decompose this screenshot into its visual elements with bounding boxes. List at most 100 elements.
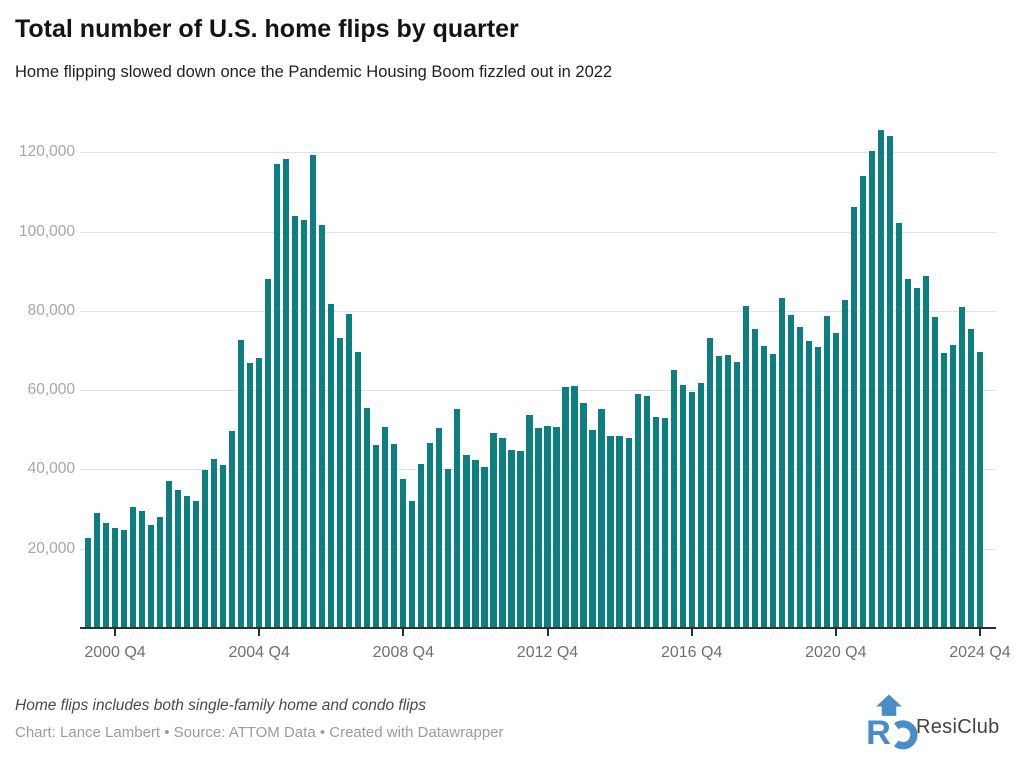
bar-2005-q3[interactable] <box>283 158 290 628</box>
bar-2003-q4[interactable] <box>220 465 227 628</box>
bar-2024-q4[interactable] <box>976 352 984 628</box>
bar-2000-q1[interactable] <box>84 538 92 628</box>
bar-2009-q1[interactable] <box>409 500 416 628</box>
bar-2008-q2[interactable] <box>382 426 389 628</box>
bar-2018-q2[interactable] <box>742 306 749 628</box>
bar-2007-q3[interactable] <box>355 351 362 628</box>
bar-2007-q4[interactable] <box>364 408 371 628</box>
bar-2017-q2[interactable] <box>706 337 713 628</box>
bar-2010-q3[interactable] <box>463 455 470 628</box>
bar-2020-q3[interactable] <box>823 316 830 628</box>
bar-2008-q3[interactable] <box>391 444 398 628</box>
bar-2020-q4[interactable] <box>832 332 839 628</box>
bar-2023-q3[interactable] <box>931 317 939 628</box>
bar-2005-q4[interactable] <box>292 215 299 628</box>
bar-2001-q2[interactable] <box>129 507 137 628</box>
bar-2014-q4[interactable] <box>616 436 623 628</box>
bar-2016-q2[interactable] <box>670 369 677 628</box>
bar-2014-q1[interactable] <box>589 430 596 628</box>
bar-2018-q3[interactable] <box>751 329 758 628</box>
bar-2019-q1[interactable] <box>769 354 776 628</box>
bar-2003-q1[interactable] <box>193 500 200 628</box>
bar-2006-q1[interactable] <box>301 219 308 628</box>
bar-2024-q3[interactable] <box>967 329 975 628</box>
bar-2020-q2[interactable] <box>814 347 821 628</box>
bar-2020-q1[interactable] <box>805 341 812 628</box>
bar-2000-q2[interactable] <box>93 513 101 628</box>
bar-2014-q2[interactable] <box>598 408 605 628</box>
bar-2015-q2[interactable] <box>634 394 641 628</box>
bar-2011-q1[interactable] <box>481 467 488 628</box>
bar-2023-q2[interactable] <box>922 276 930 628</box>
bar-2006-q2[interactable] <box>310 155 317 628</box>
bar-2004-q4[interactable] <box>256 358 263 628</box>
bar-2015-q1[interactable] <box>625 438 632 628</box>
bar-2010-q1[interactable] <box>445 469 452 628</box>
bar-2002-q4[interactable] <box>184 496 191 628</box>
bar-2017-q1[interactable] <box>697 382 704 628</box>
bar-2013-q2[interactable] <box>562 386 569 628</box>
bar-2019-q2[interactable] <box>778 297 785 628</box>
bar-2016-q4[interactable] <box>688 391 695 628</box>
bar-2021-q4[interactable] <box>868 150 875 628</box>
bar-2023-q4[interactable] <box>940 352 948 628</box>
bar-2019-q4[interactable] <box>796 327 803 628</box>
bar-2006-q3[interactable] <box>319 225 326 628</box>
bar-2018-q1[interactable] <box>733 361 740 628</box>
bar-2017-q4[interactable] <box>724 355 731 628</box>
bar-2013-q4[interactable] <box>580 402 587 628</box>
bar-2022-q4[interactable] <box>904 279 911 628</box>
bar-2002-q3[interactable] <box>175 489 182 628</box>
bar-2014-q3[interactable] <box>607 436 614 628</box>
bar-2013-q1[interactable] <box>553 427 560 628</box>
bar-2019-q3[interactable] <box>787 315 794 628</box>
bar-2024-q1[interactable] <box>949 344 957 628</box>
bar-2005-q1[interactable] <box>265 279 272 628</box>
bar-2009-q3[interactable] <box>427 443 434 628</box>
bar-2001-q3[interactable] <box>138 511 146 628</box>
bar-2004-q1[interactable] <box>229 430 236 628</box>
bar-2007-q2[interactable] <box>346 314 353 628</box>
bar-2016-q3[interactable] <box>679 384 686 628</box>
bar-2004-q3[interactable] <box>247 363 254 628</box>
bar-2022-q1[interactable] <box>877 129 884 628</box>
bar-2023-q1[interactable] <box>913 287 920 628</box>
bar-2007-q1[interactable] <box>337 338 344 628</box>
bar-2010-q4[interactable] <box>472 460 479 628</box>
bar-2021-q2[interactable] <box>850 206 857 628</box>
bar-2003-q2[interactable] <box>202 470 209 628</box>
bar-2012-q4[interactable] <box>544 426 551 628</box>
bar-2009-q2[interactable] <box>418 463 425 628</box>
bar-2002-q1[interactable] <box>156 516 164 628</box>
bar-2015-q3[interactable] <box>643 395 650 628</box>
bar-2017-q3[interactable] <box>715 355 722 628</box>
bar-2000-q4[interactable] <box>111 527 119 628</box>
bar-2001-q4[interactable] <box>147 524 155 628</box>
bar-2012-q3[interactable] <box>535 427 542 628</box>
bar-2000-q3[interactable] <box>102 523 110 628</box>
bar-2002-q2[interactable] <box>165 480 173 628</box>
bar-2011-q2[interactable] <box>490 433 497 628</box>
bar-2012-q2[interactable] <box>526 415 533 628</box>
bar-2009-q4[interactable] <box>436 428 443 628</box>
bar-2013-q3[interactable] <box>571 386 578 628</box>
bar-2003-q3[interactable] <box>211 458 218 628</box>
bar-2005-q2[interactable] <box>274 164 281 628</box>
bar-2024-q2[interactable] <box>958 307 966 628</box>
brand-logo[interactable]: R ResiClub <box>866 691 1018 752</box>
bar-2016-q1[interactable] <box>661 417 668 628</box>
bar-2011-q4[interactable] <box>508 449 515 628</box>
bar-2011-q3[interactable] <box>499 438 506 628</box>
bar-2001-q1[interactable] <box>120 530 128 628</box>
bar-2012-q1[interactable] <box>517 450 524 628</box>
bar-2018-q4[interactable] <box>760 346 767 628</box>
bar-2021-q1[interactable] <box>841 300 848 628</box>
bar-2008-q4[interactable] <box>400 478 407 628</box>
bar-2006-q4[interactable] <box>328 304 335 628</box>
bar-2022-q3[interactable] <box>895 223 902 628</box>
bar-2010-q2[interactable] <box>454 409 461 628</box>
bar-2004-q2[interactable] <box>238 340 245 628</box>
bar-2022-q2[interactable] <box>886 135 893 628</box>
bar-2021-q3[interactable] <box>859 175 866 628</box>
bar-2008-q1[interactable] <box>373 445 380 628</box>
